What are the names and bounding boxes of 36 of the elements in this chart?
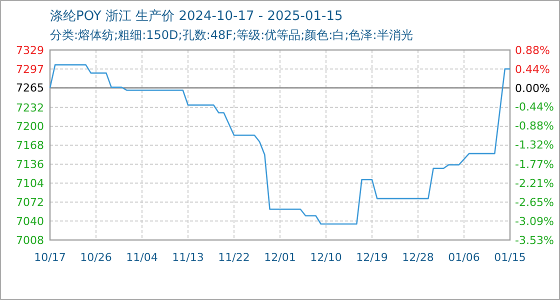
y2-tick-label: -3.09% bbox=[515, 214, 554, 228]
y2-tick-label: -3.53% bbox=[515, 234, 554, 247]
line-series bbox=[49, 64, 511, 225]
x-tick-label: 12/01 bbox=[264, 251, 296, 264]
y2-tick-label: -1.77% bbox=[515, 158, 554, 172]
y-tick-label: 7200 bbox=[16, 120, 44, 134]
y-tick-label: 7104 bbox=[16, 177, 44, 190]
y-tick-label: 7168 bbox=[16, 139, 44, 152]
y-tick-label: 7232 bbox=[16, 101, 44, 114]
y-tick-label: 7297 bbox=[16, 62, 44, 76]
y2-tick-label: -1.32% bbox=[515, 138, 554, 152]
y2-tick-label: 0.00% bbox=[515, 82, 550, 95]
x-tick-label: 12/10 bbox=[310, 251, 342, 264]
chart-title: 涤纶POY 浙江 生产价 2024-10-17 - 2025-01-15 bbox=[50, 9, 343, 24]
x-tick-label: 10/17 bbox=[34, 251, 66, 264]
y2-tick-label: -0.88% bbox=[515, 120, 554, 133]
y2-tick-label: -0.44% bbox=[515, 100, 554, 114]
y2-tick-label: -2.65% bbox=[515, 196, 554, 209]
x-tick-label: 11/22 bbox=[218, 251, 250, 264]
y-tick-label: 7072 bbox=[16, 196, 44, 209]
y-tick-label: 7040 bbox=[16, 214, 44, 228]
x-tick-label: 12/28 bbox=[402, 251, 434, 264]
x-tick-label: 11/04 bbox=[126, 251, 158, 264]
x-tick-label: 12/19 bbox=[356, 251, 388, 264]
y-tick-label: 7329 bbox=[16, 44, 44, 57]
x-tick-label: 01/15 bbox=[494, 251, 526, 264]
x-tick-label: 10/26 bbox=[80, 251, 112, 264]
y2-tick-label: 0.44% bbox=[515, 62, 550, 76]
x-tick-label: 11/13 bbox=[172, 251, 204, 264]
y2-tick-label: -2.21% bbox=[515, 176, 554, 190]
y-tick-label: 7136 bbox=[16, 158, 44, 172]
chart-subtitle: 分类:熔体纺;粗细:150D;孔数:48F;等级:优等品;颜色:白;色泽:半消光 bbox=[50, 28, 413, 42]
y-tick-label: 7265 bbox=[16, 82, 44, 95]
y2-tick-label: 0.88% bbox=[515, 44, 550, 57]
y-tick-label: 7008 bbox=[16, 234, 44, 247]
x-tick-label: 01/06 bbox=[448, 251, 480, 264]
